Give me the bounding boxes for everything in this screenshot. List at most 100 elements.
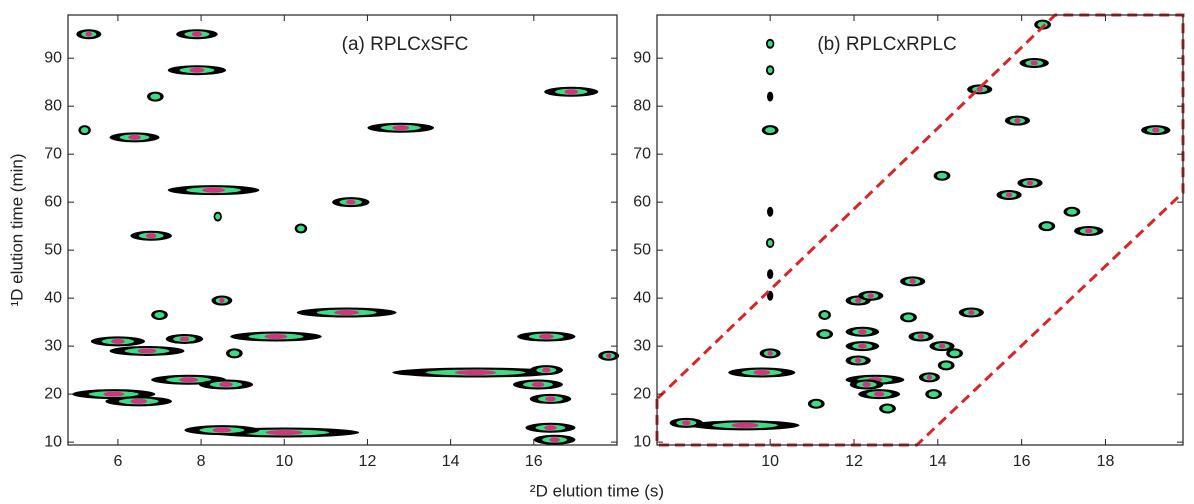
y-tick-label: 50 [633,241,651,258]
spot-center [858,343,867,349]
y-tick-label: 70 [633,145,651,162]
spot-center [265,430,303,436]
spot-center [219,382,233,388]
spot-center [564,89,579,95]
spot-center [867,293,874,299]
spot-center [219,298,225,304]
x-tick-label: 18 [1097,453,1115,470]
spot-center [873,391,885,397]
spot-center [1030,60,1038,66]
x-tick-label: 14 [929,453,947,470]
y-axis-label: ¹D elution time (min) [7,153,26,306]
spot-center [968,310,975,316]
y-tick-label: 60 [633,193,651,210]
spot-center [542,367,551,373]
y-tick-label: 90 [44,49,62,66]
spot-center [1085,228,1093,234]
x-tick-label: 10 [761,453,779,470]
y-tick-label: 60 [44,193,62,210]
x-tick-label: 6 [113,453,122,470]
y-tick-label: 40 [633,289,651,306]
y-tick-label: 30 [633,337,651,354]
spot-center [392,125,410,131]
spot-center [1152,127,1160,133]
spot-core [767,40,773,47]
y-tick-label: 10 [633,433,651,450]
spot-center [85,31,92,37]
spot-center [179,377,198,383]
spot [767,269,774,280]
spot-center [682,420,691,426]
spot-core [928,391,939,398]
y-tick-label: 80 [633,97,651,114]
spot-core [765,127,776,134]
spot-center [767,350,773,356]
spot-center [938,343,946,349]
spot-center [1005,192,1013,198]
spot-center [909,278,916,284]
spot-center [1026,180,1034,186]
spot-core [941,362,952,369]
spot-center [917,334,925,340]
spot-center [346,199,356,205]
spot-core [811,400,822,407]
spot-center [539,334,554,340]
spot-center [111,338,125,344]
x-tick-label: 16 [525,453,543,470]
spot-center [191,31,203,37]
spot-core [154,311,165,318]
spot-core [882,405,893,412]
spot-center [544,425,557,431]
x-axis-label: ²D elution time (s) [530,481,664,500]
plot-frame [656,14,1184,446]
spot-center [145,233,157,239]
spot-center [202,187,226,193]
spot-core [1066,208,1077,215]
y-tick-label: 40 [44,289,62,306]
spot-core [80,127,89,134]
y-tick-label: 90 [633,49,651,66]
spot-center [855,358,862,364]
spot [767,206,774,217]
spot-core [949,350,960,357]
spot-center [858,329,867,335]
plot-frame [67,14,618,446]
x-tick-label: 12 [359,453,377,470]
spot-center [179,336,190,342]
x-tick-label: 8 [197,453,206,470]
spot-center [1014,118,1021,124]
y-tick-label: 70 [44,145,62,162]
spot-center [855,298,862,304]
y-tick-label: 80 [44,97,62,114]
spot-core [767,67,773,74]
x-tick-label: 16 [1013,453,1031,470]
spot-center [264,334,288,340]
spot-core [767,239,773,246]
y-tick-label: 10 [44,433,62,450]
spot-center [976,86,983,92]
panel-background [657,15,1183,445]
panel-annotation: (b) RPLCxRPLC [817,34,956,55]
y-tick-label: 20 [633,385,651,402]
spot-center [753,370,771,376]
spot-center [137,348,157,354]
spot-center [606,353,612,359]
spot-center [103,391,125,397]
spot-core [229,350,240,357]
x-tick-label: 12 [845,453,863,470]
y-tick-label: 50 [44,241,62,258]
spot-center [454,370,497,376]
spot-core [297,225,305,232]
spot-core [903,314,914,321]
spot-center [731,422,759,428]
spot-center [926,374,933,380]
spot-core [215,213,221,220]
spot-core [936,172,948,179]
spot-center [189,67,205,73]
x-tick-label: 14 [442,453,460,470]
spot-core [1041,223,1052,230]
x-tick-label: 10 [275,453,293,470]
spot-center [334,310,360,316]
spot [767,91,774,102]
